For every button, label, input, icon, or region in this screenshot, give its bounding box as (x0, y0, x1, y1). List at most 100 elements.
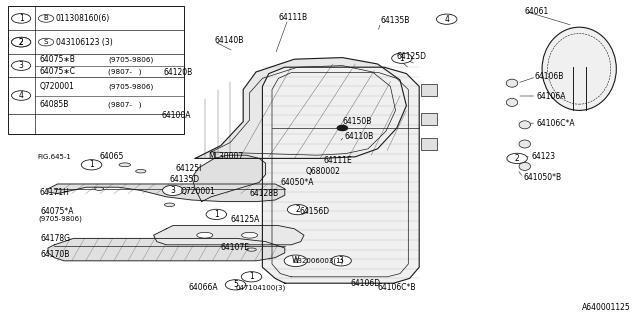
Ellipse shape (119, 163, 131, 167)
Text: (9705-9806): (9705-9806) (38, 216, 83, 222)
Bar (421, 138, 437, 150)
Ellipse shape (242, 232, 258, 238)
Circle shape (38, 38, 54, 46)
Polygon shape (154, 226, 304, 245)
Polygon shape (195, 58, 406, 158)
Ellipse shape (197, 232, 212, 238)
Text: 64125D: 64125D (397, 52, 427, 60)
Text: 64140B: 64140B (214, 36, 244, 44)
Text: S: S (44, 39, 48, 45)
Text: 1: 1 (19, 14, 24, 23)
Circle shape (12, 37, 31, 47)
Text: (9705-9806): (9705-9806) (108, 56, 154, 63)
Ellipse shape (244, 275, 255, 278)
Text: 64125I: 64125I (176, 164, 202, 172)
Text: 64075∗C: 64075∗C (40, 67, 76, 76)
Text: 64111B: 64111B (278, 13, 308, 22)
Text: 64075*A: 64075*A (40, 207, 74, 216)
Text: 047104100(3): 047104100(3) (236, 285, 286, 291)
Text: 64123: 64123 (531, 152, 556, 161)
Polygon shape (192, 155, 266, 202)
Circle shape (12, 37, 31, 47)
Circle shape (241, 272, 262, 282)
Text: 64075∗B: 64075∗B (40, 55, 76, 64)
Text: 64107E: 64107E (221, 244, 250, 252)
Circle shape (81, 160, 102, 170)
Circle shape (331, 256, 351, 266)
Text: 3: 3 (170, 186, 175, 195)
Ellipse shape (542, 27, 616, 110)
Text: Q680002: Q680002 (306, 167, 340, 176)
Text: 64106C*A: 64106C*A (536, 119, 575, 128)
Text: A640001125: A640001125 (582, 303, 630, 312)
Text: 2: 2 (515, 154, 520, 163)
Text: FIG.645-1: FIG.645-1 (37, 154, 71, 160)
Text: 3: 3 (339, 256, 344, 265)
Text: 2: 2 (19, 37, 24, 47)
Text: 64106B: 64106B (534, 72, 564, 81)
Text: 1: 1 (214, 210, 219, 219)
Text: B: B (44, 15, 49, 21)
Text: 64170B: 64170B (40, 250, 70, 259)
Text: 64135B: 64135B (381, 16, 410, 25)
Polygon shape (48, 184, 285, 202)
Text: (9807-   ): (9807- ) (108, 68, 141, 75)
Text: 5: 5 (233, 280, 238, 289)
Text: 64110B: 64110B (344, 132, 374, 140)
Ellipse shape (506, 99, 518, 106)
Circle shape (287, 204, 308, 215)
Text: 64065: 64065 (99, 152, 124, 161)
Circle shape (507, 153, 527, 164)
Polygon shape (48, 238, 285, 261)
Polygon shape (262, 67, 419, 283)
Text: 64171H: 64171H (40, 188, 70, 197)
Text: 64125A: 64125A (230, 215, 260, 224)
Text: 3: 3 (19, 61, 24, 70)
Text: 641050*B: 641050*B (524, 173, 562, 182)
Text: Q720001: Q720001 (40, 82, 74, 91)
Circle shape (12, 61, 31, 70)
Text: 64106A: 64106A (536, 92, 566, 100)
Circle shape (436, 14, 457, 24)
Text: (9807-   ): (9807- ) (108, 101, 141, 108)
Ellipse shape (136, 170, 146, 173)
Text: 2: 2 (295, 205, 300, 214)
Circle shape (284, 255, 307, 267)
Text: 64128B: 64128B (250, 189, 279, 198)
Text: 4: 4 (19, 91, 24, 100)
Text: 64066A: 64066A (189, 284, 218, 292)
Text: 64100A: 64100A (162, 111, 191, 120)
Text: 64050*A: 64050*A (280, 178, 314, 187)
Text: (9705-9806): (9705-9806) (108, 83, 154, 90)
Ellipse shape (164, 203, 175, 207)
Text: 043106123 (3): 043106123 (3) (56, 37, 113, 47)
Ellipse shape (519, 163, 531, 171)
Text: 64156D: 64156D (300, 207, 330, 216)
Text: 2: 2 (19, 37, 24, 47)
Circle shape (163, 185, 183, 196)
Ellipse shape (95, 187, 104, 190)
Circle shape (337, 125, 348, 131)
Text: 64178G: 64178G (40, 234, 70, 243)
Text: 64120B: 64120B (163, 68, 193, 76)
Text: 64061: 64061 (525, 7, 549, 16)
Bar (421, 113, 437, 125)
Text: 64111E: 64111E (323, 156, 352, 164)
Circle shape (12, 13, 31, 23)
Ellipse shape (519, 140, 531, 148)
Text: ML30007: ML30007 (208, 152, 243, 161)
Text: 64135D: 64135D (170, 175, 200, 184)
Text: 011308160(6): 011308160(6) (56, 14, 110, 23)
Text: 032006003(1): 032006003(1) (293, 258, 344, 264)
Text: 64085B: 64085B (40, 100, 69, 109)
Circle shape (12, 91, 31, 100)
Ellipse shape (506, 79, 518, 87)
Circle shape (206, 209, 227, 220)
Text: 1: 1 (399, 54, 404, 63)
Text: W: W (292, 256, 300, 265)
Circle shape (392, 53, 412, 63)
Text: 1: 1 (249, 272, 254, 281)
Ellipse shape (247, 248, 256, 251)
Text: Q720001: Q720001 (180, 187, 215, 196)
Text: 64150B: 64150B (342, 117, 372, 126)
